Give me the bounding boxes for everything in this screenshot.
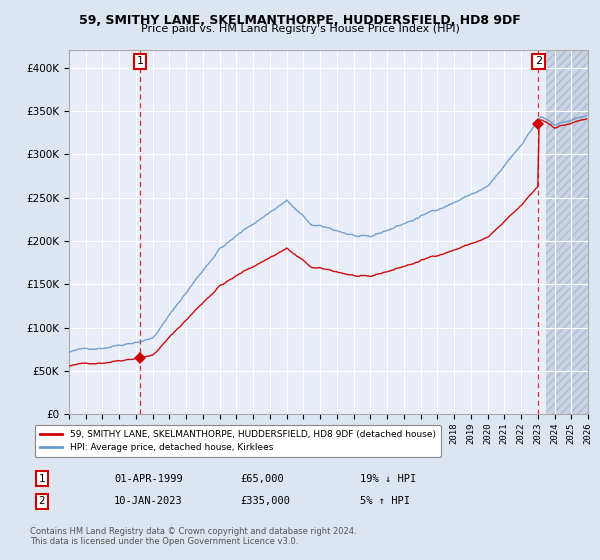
Bar: [546, 50, 588, 414]
Text: 1: 1: [38, 474, 46, 484]
Text: 2: 2: [38, 496, 46, 506]
Text: Contains HM Land Registry data © Crown copyright and database right 2024.
This d: Contains HM Land Registry data © Crown c…: [30, 526, 356, 546]
Text: £65,000: £65,000: [240, 474, 284, 484]
Text: 01-APR-1999: 01-APR-1999: [114, 474, 183, 484]
Text: 10-JAN-2023: 10-JAN-2023: [114, 496, 183, 506]
Text: 2: 2: [535, 57, 542, 66]
Text: £335,000: £335,000: [240, 496, 290, 506]
Legend: 59, SMITHY LANE, SKELMANTHORPE, HUDDERSFIELD, HD8 9DF (detached house), HPI: Ave: 59, SMITHY LANE, SKELMANTHORPE, HUDDERSF…: [35, 425, 441, 457]
Text: Price paid vs. HM Land Registry's House Price Index (HPI): Price paid vs. HM Land Registry's House …: [140, 24, 460, 34]
Text: 59, SMITHY LANE, SKELMANTHORPE, HUDDERSFIELD, HD8 9DF: 59, SMITHY LANE, SKELMANTHORPE, HUDDERSF…: [79, 14, 521, 27]
Text: 19% ↓ HPI: 19% ↓ HPI: [360, 474, 416, 484]
Text: 1: 1: [137, 57, 143, 66]
Text: 5% ↑ HPI: 5% ↑ HPI: [360, 496, 410, 506]
Bar: [546, 50, 588, 414]
